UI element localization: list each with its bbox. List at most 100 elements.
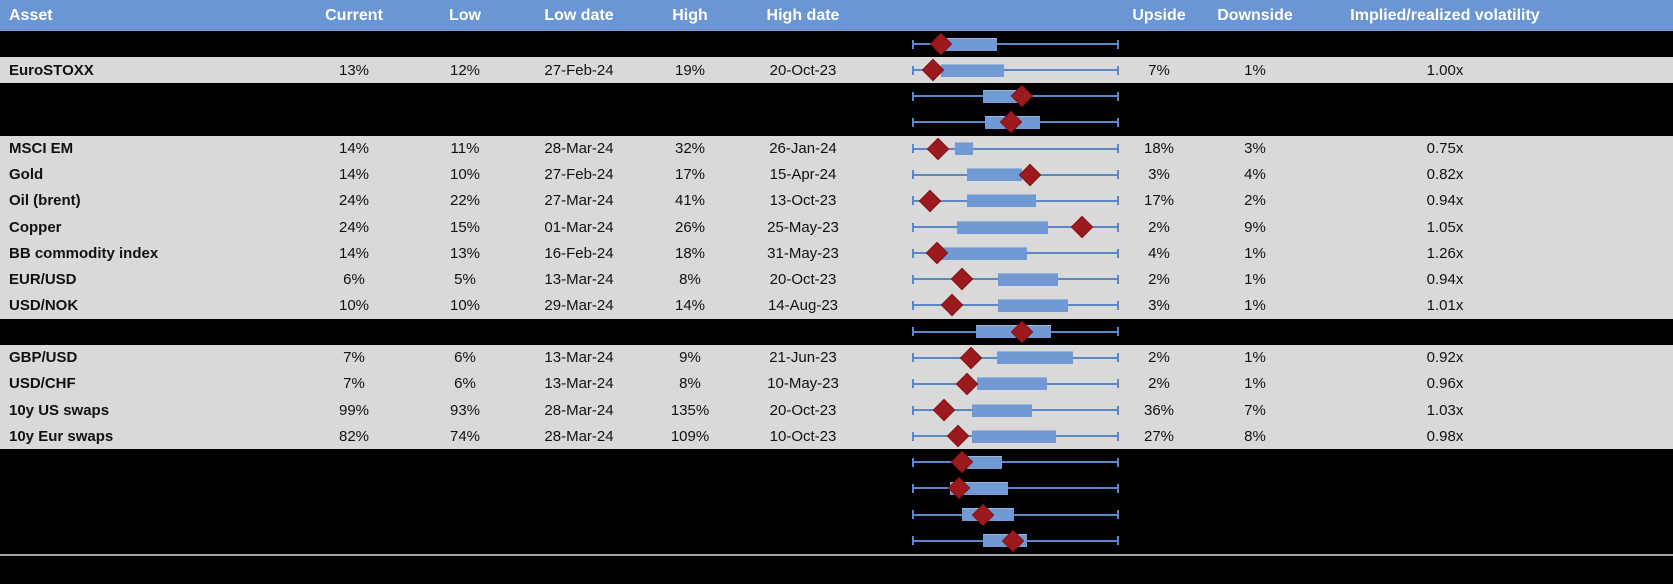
cell-low-date[interactable]: 13-Mar-24 xyxy=(544,270,614,288)
cell-current[interactable]: 7% xyxy=(343,349,365,367)
cell-asset[interactable]: Oil (brent) xyxy=(9,192,81,210)
column-header-high[interactable]: High xyxy=(672,6,708,24)
cell-upside[interactable]: 4% xyxy=(1148,244,1170,262)
column-header-asset[interactable]: Asset xyxy=(9,6,53,24)
cell-high-date[interactable]: 20-Oct-23 xyxy=(769,270,837,288)
cell-high[interactable]: 26% xyxy=(674,218,706,236)
column-header-downside[interactable]: Downside xyxy=(1217,6,1293,24)
cell-upside[interactable]: 2% xyxy=(1148,270,1170,288)
cell-upside[interactable]: 27% xyxy=(1143,427,1175,445)
column-header-implied-realized-volatility[interactable]: Implied/realized volatility xyxy=(1350,6,1540,24)
cell-upside[interactable]: 7% xyxy=(1148,61,1170,79)
cell-downside[interactable]: 8% xyxy=(1244,427,1266,445)
cell-low-date[interactable]: 28-Mar-24 xyxy=(544,401,614,419)
cell-current[interactable]: 99% xyxy=(338,401,370,419)
cell-downside[interactable]: 1% xyxy=(1244,61,1266,79)
cell-asset[interactable]: BB commodity index xyxy=(9,244,159,262)
cell-low[interactable]: 10% xyxy=(449,166,481,184)
cell-high[interactable]: 9% xyxy=(679,349,701,367)
cell-low[interactable]: 12% xyxy=(449,61,481,79)
cell-downside[interactable]: 1% xyxy=(1244,349,1266,367)
cell-current[interactable]: 7% xyxy=(343,375,365,393)
cell-implied-realized-volatility[interactable]: 0.75x xyxy=(1426,140,1464,158)
cell-high-date[interactable]: 10-May-23 xyxy=(767,375,839,393)
cell-high-date[interactable]: 15-Apr-24 xyxy=(769,166,837,184)
cell-low-date[interactable]: 27-Feb-24 xyxy=(544,61,614,79)
cell-upside[interactable]: 3% xyxy=(1148,296,1170,314)
cell-high[interactable]: 8% xyxy=(679,270,701,288)
cell-high[interactable]: 19% xyxy=(674,61,706,79)
cell-asset[interactable]: 10y US swaps xyxy=(9,401,110,419)
column-header-upside[interactable]: Upside xyxy=(1132,6,1186,24)
cell-asset[interactable]: MSCI EM xyxy=(9,140,74,158)
cell-downside[interactable]: 1% xyxy=(1244,244,1266,262)
cell-current[interactable]: 24% xyxy=(338,218,370,236)
column-header-high-date[interactable]: High date xyxy=(766,6,840,24)
cell-low-date[interactable]: 16-Feb-24 xyxy=(544,244,614,262)
cell-low-date[interactable]: 13-Mar-24 xyxy=(544,375,614,393)
cell-high[interactable]: 109% xyxy=(670,427,710,445)
cell-current[interactable]: 6% xyxy=(343,270,365,288)
cell-low-date[interactable]: 27-Feb-24 xyxy=(544,166,614,184)
cell-upside[interactable]: 3% xyxy=(1148,166,1170,184)
column-header-low-date[interactable]: Low date xyxy=(544,6,614,24)
cell-low[interactable]: 10% xyxy=(449,296,481,314)
cell-asset[interactable]: GBP/USD xyxy=(9,349,78,367)
cell-high[interactable]: 8% xyxy=(679,375,701,393)
cell-low[interactable]: 93% xyxy=(449,401,481,419)
cell-asset[interactable]: USD/CHF xyxy=(9,375,76,393)
cell-high-date[interactable]: 10-Oct-23 xyxy=(769,427,837,445)
cell-downside[interactable]: 1% xyxy=(1244,375,1266,393)
cell-implied-realized-volatility[interactable]: 0.96x xyxy=(1426,375,1464,393)
cell-high-date[interactable]: 26-Jan-24 xyxy=(769,140,837,158)
cell-implied-realized-volatility[interactable]: 1.01x xyxy=(1426,296,1464,314)
cell-low[interactable]: 15% xyxy=(449,218,481,236)
cell-high[interactable]: 14% xyxy=(674,296,706,314)
cell-low[interactable]: 6% xyxy=(454,375,476,393)
cell-high[interactable]: 135% xyxy=(670,401,710,419)
cell-high[interactable]: 32% xyxy=(674,140,706,158)
cell-implied-realized-volatility[interactable]: 0.94x xyxy=(1426,270,1464,288)
cell-asset[interactable]: USD/NOK xyxy=(9,296,79,314)
cell-asset[interactable]: 10y Eur swaps xyxy=(9,427,114,445)
cell-low[interactable]: 13% xyxy=(449,244,481,262)
cell-implied-realized-volatility[interactable]: 1.05x xyxy=(1426,218,1464,236)
cell-low[interactable]: 22% xyxy=(449,192,481,210)
cell-downside[interactable]: 2% xyxy=(1244,192,1266,210)
cell-asset[interactable]: EUR/USD xyxy=(9,270,77,288)
cell-low-date[interactable]: 01-Mar-24 xyxy=(544,218,614,236)
cell-high[interactable]: 18% xyxy=(674,244,706,262)
cell-implied-realized-volatility[interactable]: 1.26x xyxy=(1426,244,1464,262)
cell-high-date[interactable]: 31-May-23 xyxy=(767,244,839,262)
cell-downside[interactable]: 1% xyxy=(1244,270,1266,288)
cell-current[interactable]: 82% xyxy=(338,427,370,445)
cell-low-date[interactable]: 28-Mar-24 xyxy=(544,427,614,445)
cell-asset[interactable]: Copper xyxy=(9,218,62,236)
column-header-low[interactable]: Low xyxy=(449,6,481,24)
cell-current[interactable]: 10% xyxy=(338,296,370,314)
cell-high-date[interactable]: 25-May-23 xyxy=(767,218,839,236)
cell-downside[interactable]: 1% xyxy=(1244,296,1266,314)
cell-current[interactable]: 14% xyxy=(338,244,370,262)
cell-implied-realized-volatility[interactable]: 0.94x xyxy=(1426,192,1464,210)
cell-current[interactable]: 14% xyxy=(338,166,370,184)
cell-current[interactable]: 24% xyxy=(338,192,370,210)
cell-current[interactable]: 14% xyxy=(338,140,370,158)
cell-high-date[interactable]: 20-Oct-23 xyxy=(769,401,837,419)
cell-low-date[interactable]: 28-Mar-24 xyxy=(544,140,614,158)
column-header-current[interactable]: Current xyxy=(325,6,383,24)
cell-implied-realized-volatility[interactable]: 0.98x xyxy=(1426,427,1464,445)
cell-high-date[interactable]: 13-Oct-23 xyxy=(769,192,837,210)
cell-upside[interactable]: 17% xyxy=(1143,192,1175,210)
cell-high[interactable]: 41% xyxy=(674,192,706,210)
cell-implied-realized-volatility[interactable]: 0.92x xyxy=(1426,349,1464,367)
cell-downside[interactable]: 9% xyxy=(1244,218,1266,236)
cell-upside[interactable]: 2% xyxy=(1148,218,1170,236)
cell-high-date[interactable]: 20-Oct-23 xyxy=(769,61,837,79)
cell-implied-realized-volatility[interactable]: 1.03x xyxy=(1426,401,1464,419)
cell-low[interactable]: 11% xyxy=(450,140,480,158)
cell-downside[interactable]: 7% xyxy=(1244,401,1266,419)
cell-high-date[interactable]: 14-Aug-23 xyxy=(767,296,839,314)
cell-asset[interactable]: Gold xyxy=(9,166,44,184)
cell-upside[interactable]: 2% xyxy=(1148,349,1170,367)
